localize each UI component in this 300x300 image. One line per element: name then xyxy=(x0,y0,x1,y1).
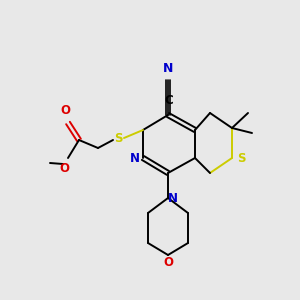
Text: C: C xyxy=(165,94,173,107)
Text: S: S xyxy=(237,152,245,164)
Text: N: N xyxy=(130,152,140,164)
Text: O: O xyxy=(60,104,70,117)
Text: S: S xyxy=(114,131,122,145)
Text: O: O xyxy=(163,256,173,269)
Text: O: O xyxy=(59,162,69,175)
Text: N: N xyxy=(168,191,178,205)
Text: N: N xyxy=(163,62,173,75)
